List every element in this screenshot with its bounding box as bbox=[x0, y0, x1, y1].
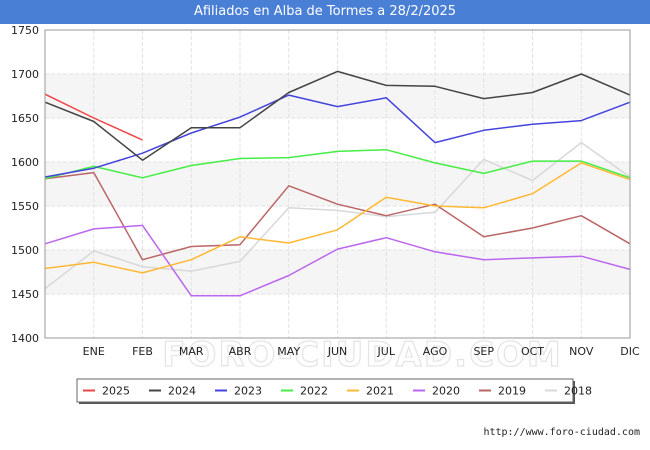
legend-box bbox=[76, 378, 574, 403]
series-line-2019 bbox=[44, 171, 631, 261]
x-tick-label: ENE bbox=[83, 345, 105, 358]
watermark-text: FORO-CIUDAD.COM bbox=[162, 335, 563, 375]
x-tick-label: MAY bbox=[277, 345, 300, 358]
series-line-2023 bbox=[44, 94, 631, 178]
x-tick-label: SEP bbox=[473, 345, 494, 358]
y-tick-label: 1400 bbox=[11, 332, 39, 345]
x-tick-label: FEB bbox=[132, 345, 153, 358]
x-tick-label: MAR bbox=[179, 345, 204, 358]
legend-label: 2023 bbox=[234, 385, 262, 398]
x-tick-label: DIC bbox=[620, 345, 640, 358]
series-line-2018 bbox=[44, 141, 631, 290]
x-tick-label: ABR bbox=[229, 345, 252, 358]
series-line-2020 bbox=[44, 224, 631, 297]
plot-frame bbox=[44, 29, 631, 339]
y-axis-ticks: 1400 1450 1500 1550 1600 1650 1700 1750 bbox=[11, 24, 39, 345]
y-tick-label: 1450 bbox=[11, 288, 39, 301]
title-bar bbox=[0, 0, 650, 24]
legend-label: 2018 bbox=[564, 385, 592, 398]
series-line-2022 bbox=[44, 148, 631, 180]
x-tick-label: NOV bbox=[569, 345, 594, 358]
legend: 2025 2024 2023 2022 2021 2020 2019 2018 bbox=[76, 378, 592, 404]
chart-title: Afiliados en Alba de Tormes a 28/2/2025 bbox=[193, 4, 457, 19]
legend-label: 2022 bbox=[300, 385, 328, 398]
y-tick-label: 1500 bbox=[11, 244, 39, 257]
legend-label: 2020 bbox=[432, 385, 460, 398]
series-line-2025 bbox=[44, 93, 143, 141]
x-tick-label: AGO bbox=[423, 345, 448, 358]
series-line-2021 bbox=[44, 162, 631, 274]
y-tick-label: 1700 bbox=[11, 68, 39, 81]
y-tick-label: 1550 bbox=[11, 200, 39, 213]
legend-label: 2025 bbox=[102, 385, 130, 398]
x-axis-ticks: ENE FEB MAR ABR MAY JUN JUL AGO SEP OCT NOV DIC bbox=[83, 345, 640, 358]
x-tick-label: JUL bbox=[377, 345, 396, 358]
series-line-2024 bbox=[44, 70, 631, 161]
legend-label: 2024 bbox=[168, 385, 196, 398]
footer-url: http://www.foro-ciudad.com bbox=[483, 427, 640, 438]
y-tick-label: 1750 bbox=[11, 24, 39, 37]
legend-label: 2019 bbox=[498, 385, 526, 398]
legend-label: 2021 bbox=[366, 385, 394, 398]
y-tick-label: 1650 bbox=[11, 112, 39, 125]
y-tick-label: 1600 bbox=[11, 156, 39, 169]
x-tick-label: JUN bbox=[327, 345, 348, 358]
x-tick-label: OCT bbox=[521, 345, 544, 358]
series-group bbox=[44, 70, 631, 297]
